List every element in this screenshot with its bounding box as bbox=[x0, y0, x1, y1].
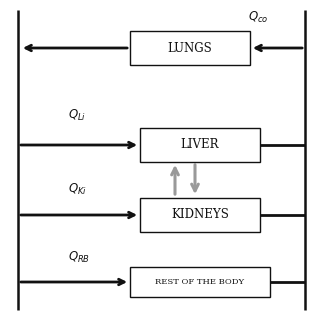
Bar bbox=[130, 31, 250, 65]
Text: REST OF THE BODY: REST OF THE BODY bbox=[156, 278, 244, 286]
Bar bbox=[130, 267, 270, 297]
Text: $Q_{co}$: $Q_{co}$ bbox=[248, 10, 268, 25]
Text: KIDNEYS: KIDNEYS bbox=[171, 209, 229, 221]
Bar bbox=[140, 128, 260, 162]
Text: LUNGS: LUNGS bbox=[168, 42, 212, 54]
Text: $Q_{Li}$: $Q_{Li}$ bbox=[68, 108, 86, 123]
Text: $Q_{RB}$: $Q_{RB}$ bbox=[68, 250, 90, 265]
Bar bbox=[140, 198, 260, 232]
Text: $Q_{Ki}$: $Q_{Ki}$ bbox=[68, 182, 87, 197]
Text: LIVER: LIVER bbox=[181, 139, 219, 151]
